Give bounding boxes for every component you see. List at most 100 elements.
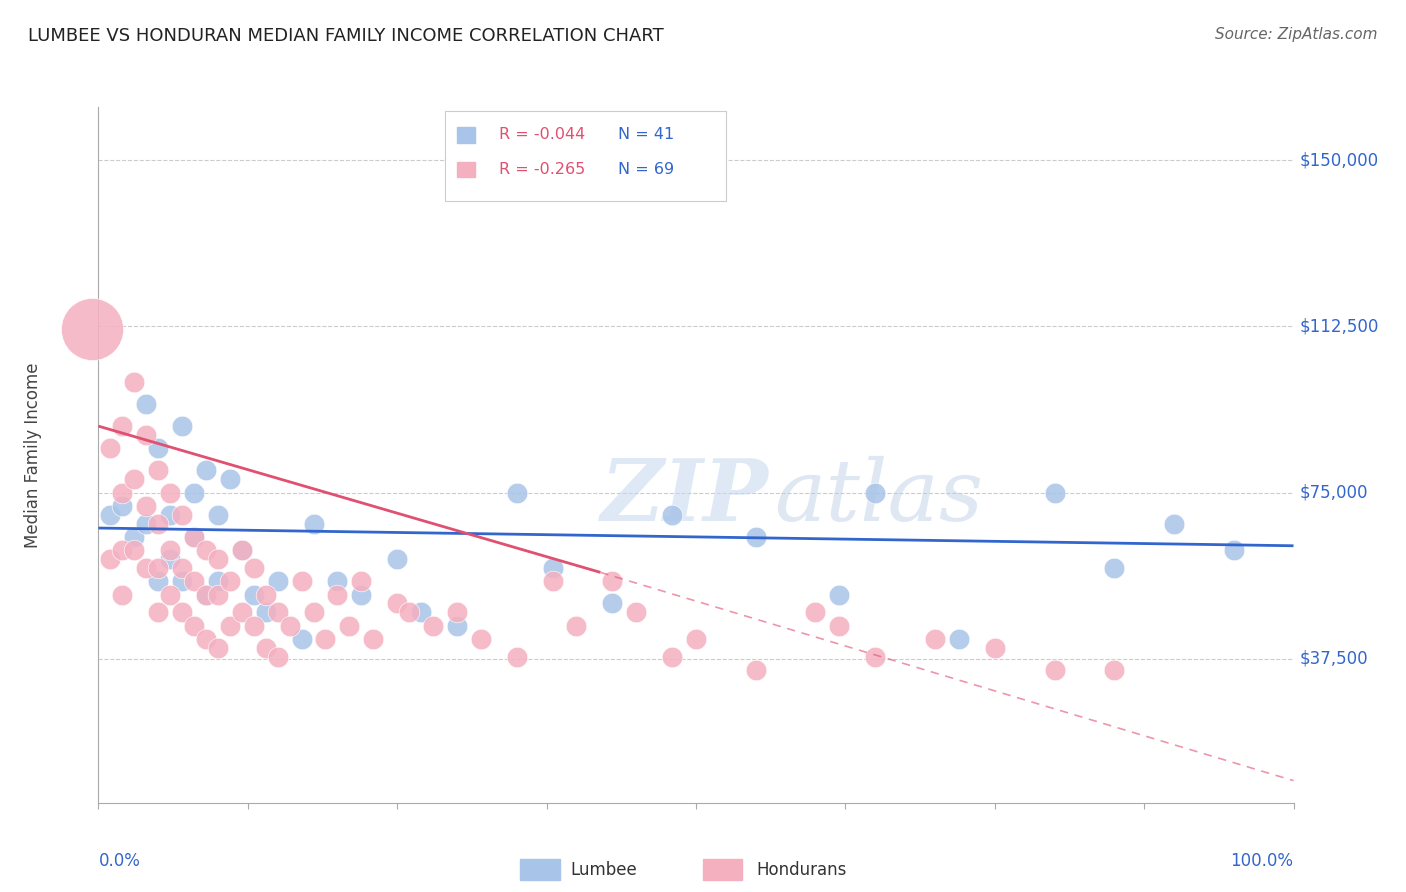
Point — [159, 508, 181, 522]
Text: Lumbee: Lumbee — [571, 861, 637, 879]
Text: Median Family Income: Median Family Income — [24, 362, 42, 548]
Point — [135, 499, 157, 513]
Point — [278, 618, 301, 632]
Point — [446, 618, 468, 632]
Point — [243, 587, 266, 601]
Point — [1222, 543, 1246, 558]
Point — [446, 605, 468, 619]
Point — [111, 543, 134, 558]
Point — [124, 530, 146, 544]
Point — [541, 574, 564, 589]
Point — [231, 543, 253, 558]
Point — [385, 552, 409, 566]
Point — [82, 321, 104, 335]
Text: LUMBEE VS HONDURAN MEDIAN FAMILY INCOME CORRELATION CHART: LUMBEE VS HONDURAN MEDIAN FAMILY INCOME … — [28, 27, 664, 45]
Point — [194, 587, 217, 601]
Point — [1043, 663, 1066, 677]
Point — [506, 485, 529, 500]
Text: atlas: atlas — [773, 455, 983, 538]
Point — [600, 596, 623, 610]
Text: $150,000: $150,000 — [1299, 152, 1379, 169]
Point — [350, 574, 373, 589]
Point — [661, 508, 683, 522]
Point — [302, 605, 325, 619]
Point — [98, 552, 122, 566]
Point — [1163, 516, 1185, 531]
Text: N = 41: N = 41 — [619, 128, 675, 143]
Point — [541, 561, 564, 575]
Point — [183, 574, 205, 589]
Point — [194, 463, 217, 477]
Point — [159, 552, 181, 566]
Point — [172, 561, 194, 575]
Point — [385, 596, 409, 610]
Point — [948, 632, 970, 646]
Point — [326, 587, 349, 601]
Point — [207, 574, 229, 589]
Point — [565, 618, 588, 632]
Point — [267, 605, 290, 619]
Point — [194, 543, 217, 558]
Point — [135, 561, 157, 575]
Text: Hondurans: Hondurans — [756, 861, 846, 879]
Point — [470, 632, 492, 646]
Point — [207, 552, 229, 566]
Text: 0.0%: 0.0% — [98, 852, 141, 870]
Point — [924, 632, 946, 646]
Point — [600, 574, 623, 589]
Point — [148, 561, 170, 575]
Point — [207, 587, 229, 601]
Point — [135, 397, 157, 411]
Point — [745, 530, 768, 544]
Point — [183, 530, 205, 544]
FancyBboxPatch shape — [457, 162, 475, 178]
Text: R = -0.265: R = -0.265 — [499, 162, 585, 178]
Point — [1102, 561, 1125, 575]
Point — [124, 543, 146, 558]
Point — [243, 561, 266, 575]
Point — [624, 605, 647, 619]
Point — [828, 587, 851, 601]
Point — [183, 618, 205, 632]
Point — [183, 530, 205, 544]
Point — [207, 508, 229, 522]
Point — [159, 485, 181, 500]
Text: 100.0%: 100.0% — [1230, 852, 1294, 870]
Point — [243, 618, 266, 632]
Point — [267, 574, 290, 589]
Point — [267, 649, 290, 664]
Point — [804, 605, 827, 619]
Point — [172, 508, 194, 522]
Point — [111, 419, 134, 434]
Point — [290, 632, 312, 646]
Point — [254, 587, 277, 601]
Point — [219, 618, 242, 632]
Point — [159, 587, 181, 601]
Text: $37,500: $37,500 — [1299, 649, 1368, 668]
Point — [135, 428, 157, 442]
Point — [219, 574, 242, 589]
Point — [111, 499, 134, 513]
Point — [194, 587, 217, 601]
Point — [315, 632, 337, 646]
Point — [254, 605, 277, 619]
Point — [302, 516, 325, 531]
Point — [506, 649, 529, 664]
Point — [326, 574, 349, 589]
Point — [172, 419, 194, 434]
Point — [863, 649, 886, 664]
Text: $75,000: $75,000 — [1299, 483, 1368, 501]
Point — [183, 485, 205, 500]
Point — [219, 472, 242, 486]
Text: Source: ZipAtlas.com: Source: ZipAtlas.com — [1215, 27, 1378, 42]
Point — [159, 543, 181, 558]
Point — [172, 574, 194, 589]
Text: ZIP: ZIP — [600, 455, 768, 539]
Point — [124, 472, 146, 486]
Point — [983, 640, 1005, 655]
FancyBboxPatch shape — [457, 128, 475, 143]
Point — [398, 605, 420, 619]
Point — [411, 605, 433, 619]
Point — [98, 442, 122, 456]
Point — [828, 618, 851, 632]
